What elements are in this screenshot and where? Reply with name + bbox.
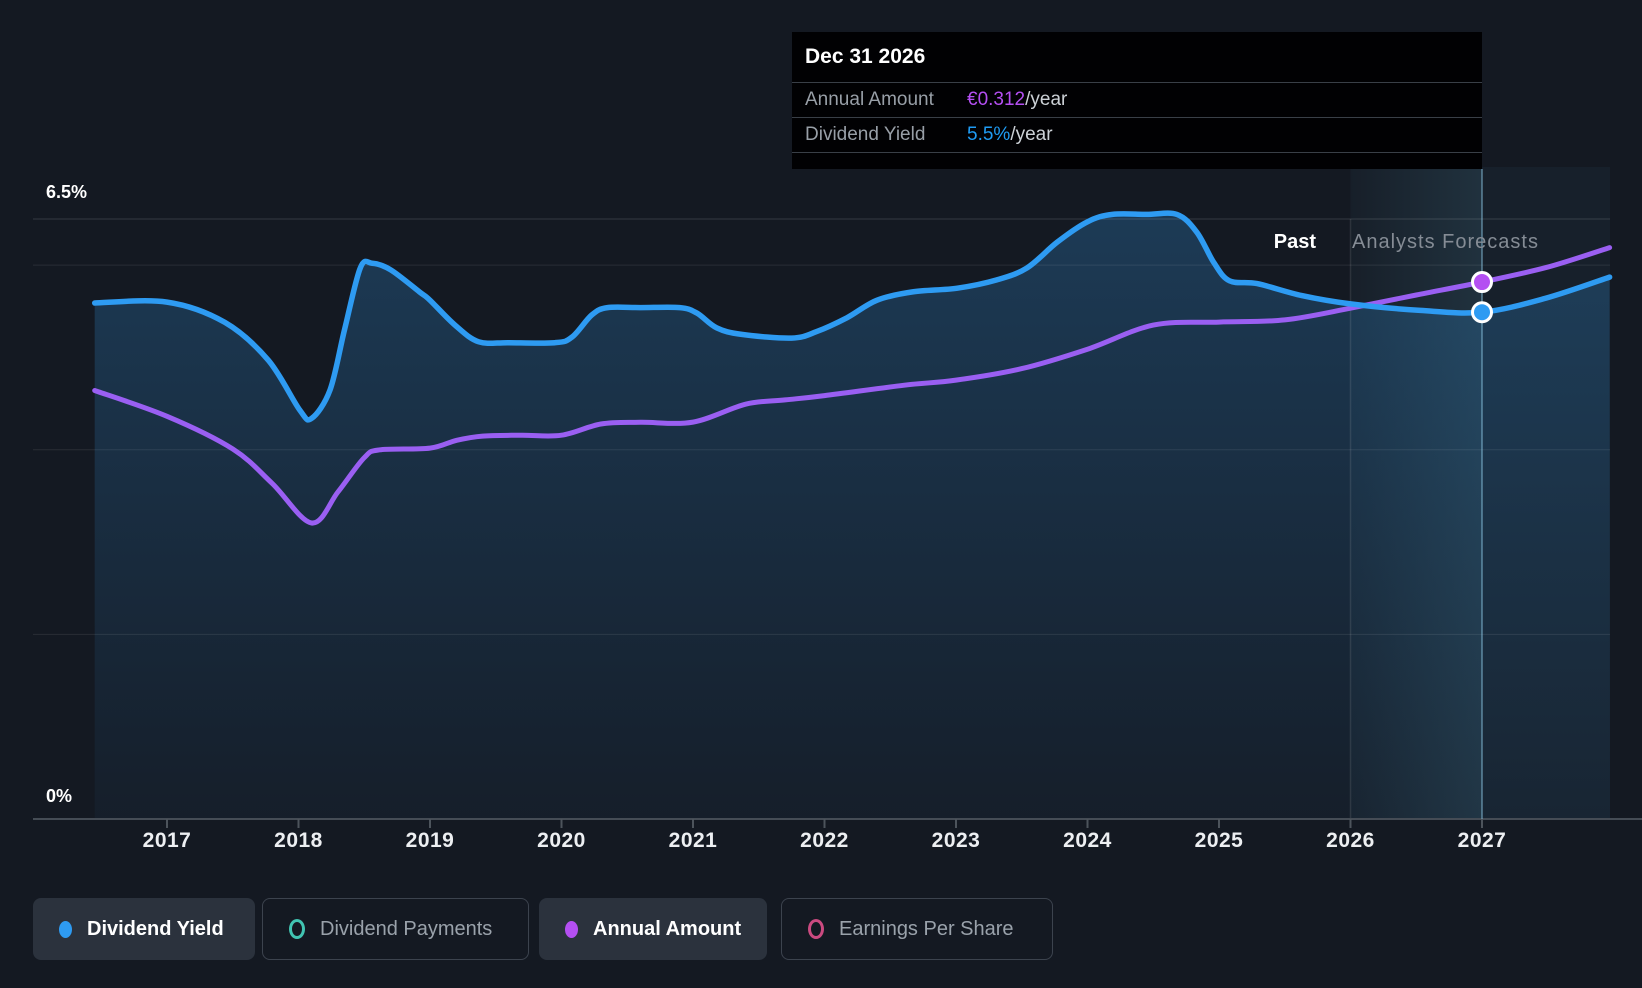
x-axis-label-2022: 2022 — [780, 829, 870, 853]
dividend-payments-ring-icon — [289, 919, 305, 939]
x-axis-label-2023: 2023 — [911, 829, 1001, 853]
tooltip-suffix: /year — [1010, 124, 1052, 146]
x-axis-label-2026: 2026 — [1306, 829, 1396, 853]
x-axis-label-2019: 2019 — [385, 829, 475, 853]
annual-amount-dot-icon — [565, 921, 578, 938]
legend-label: Dividend Yield — [87, 918, 224, 941]
legend-button-annual-amount[interactable]: Annual Amount — [539, 898, 767, 960]
x-axis-label-2017: 2017 — [122, 829, 212, 853]
tooltip-suffix: /year — [1025, 89, 1067, 111]
tooltip-date: Dec 31 2026 — [792, 32, 1482, 82]
tooltip-row-annual-amount: Annual Amount €0.312 /year — [792, 82, 1482, 117]
tooltip-label: Annual Amount — [805, 89, 967, 111]
forecast-region-label: Analysts Forecasts — [1352, 231, 1539, 254]
tooltip-row-dividend-yield: Dividend Yield 5.5% /year — [792, 117, 1482, 153]
x-axis-label-2025: 2025 — [1174, 829, 1264, 853]
past-region-label: Past — [1274, 231, 1316, 254]
x-axis-label-2021: 2021 — [648, 829, 738, 853]
hover-marker-annual-amount — [1473, 273, 1492, 292]
y-axis-label-min: 0% — [46, 786, 72, 807]
legend-label: Earnings Per Share — [839, 918, 1014, 941]
dividend-yield-dot-icon — [59, 921, 72, 938]
tooltip-value: 5.5% — [967, 124, 1010, 146]
x-axis-label-2020: 2020 — [517, 829, 607, 853]
tooltip-label: Dividend Yield — [805, 124, 967, 146]
x-axis-label-2027: 2027 — [1437, 829, 1527, 853]
chart-legend: Dividend Yield Dividend Payments Annual … — [0, 898, 1642, 960]
legend-button-dividend-yield[interactable]: Dividend Yield — [33, 898, 255, 960]
legend-button-dividend-payments[interactable]: Dividend Payments — [262, 898, 529, 960]
tooltip-value: €0.312 — [967, 89, 1025, 111]
dividend-chart-page: 6.5% 0% 2017 2018 2019 2020 2021 2022 2023 2024… — [0, 0, 1642, 988]
legend-label: Dividend Payments — [320, 918, 492, 941]
legend-label: Annual Amount — [593, 918, 741, 941]
x-axis-label-2018: 2018 — [254, 829, 344, 853]
y-axis-label-max: 6.5% — [46, 182, 87, 203]
x-axis-label-2024: 2024 — [1043, 829, 1133, 853]
hover-marker-dividend-yield — [1473, 303, 1492, 322]
chart-tooltip: Dec 31 2026 Annual Amount €0.312 /year D… — [792, 32, 1482, 169]
earnings-per-share-ring-icon — [808, 919, 824, 939]
legend-button-earnings-per-share[interactable]: Earnings Per Share — [781, 898, 1053, 960]
